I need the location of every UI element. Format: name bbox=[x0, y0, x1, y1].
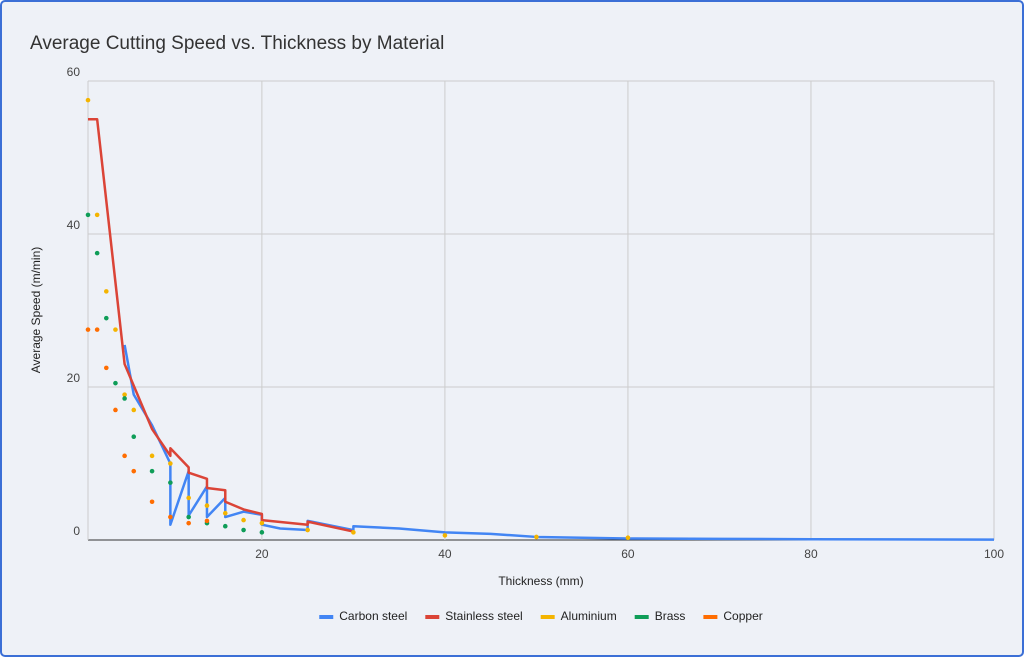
y-axis-label: Average Speed (m/min) bbox=[29, 247, 43, 374]
data-point bbox=[259, 530, 265, 535]
x-axis-label: Thickness (mm) bbox=[498, 574, 583, 588]
data-point bbox=[104, 289, 109, 294]
data-point bbox=[85, 212, 91, 218]
data-point bbox=[131, 468, 137, 474]
y-tick-label: 40 bbox=[67, 218, 81, 232]
series-line bbox=[88, 118, 354, 533]
data-point bbox=[222, 523, 228, 529]
legend-label: Stainless steel bbox=[445, 609, 522, 623]
y-tick-label: 0 bbox=[73, 524, 80, 538]
data-point bbox=[122, 392, 127, 397]
data-point bbox=[625, 535, 631, 541]
data-point bbox=[442, 533, 448, 538]
data-point bbox=[131, 407, 137, 413]
data-point bbox=[186, 514, 191, 520]
data-point bbox=[149, 453, 155, 459]
data-point bbox=[85, 327, 91, 332]
data-point bbox=[122, 396, 127, 401]
data-point bbox=[131, 434, 137, 440]
data-point bbox=[351, 530, 356, 535]
data-point bbox=[113, 407, 118, 413]
data-point bbox=[241, 517, 246, 523]
y-tick-label: 60 bbox=[67, 65, 81, 79]
data-point bbox=[149, 468, 155, 474]
data-point bbox=[113, 327, 118, 332]
legend-label: Brass bbox=[655, 609, 686, 623]
x-tick-label: 100 bbox=[984, 547, 1004, 561]
data-point bbox=[104, 365, 109, 371]
x-tick-label: 20 bbox=[255, 547, 269, 561]
data-point bbox=[122, 453, 127, 459]
data-point bbox=[94, 212, 100, 218]
data-point bbox=[241, 527, 246, 533]
data-point bbox=[222, 510, 228, 516]
data-point bbox=[168, 480, 173, 485]
x-tick-label: 60 bbox=[621, 547, 635, 561]
data-point bbox=[186, 520, 191, 526]
data-point bbox=[94, 327, 100, 332]
data-point bbox=[534, 534, 539, 540]
data-point bbox=[168, 514, 173, 520]
data-point bbox=[113, 380, 118, 386]
chart-title: Average Cutting Speed vs. Thickness by M… bbox=[30, 33, 444, 54]
data-point bbox=[259, 520, 265, 526]
data-point bbox=[94, 250, 100, 256]
data-point bbox=[104, 315, 109, 321]
legend-label: Carbon steel bbox=[339, 609, 407, 623]
data-point bbox=[186, 495, 191, 501]
data-point bbox=[168, 461, 173, 466]
legend-label: Copper bbox=[723, 609, 762, 623]
data-point bbox=[305, 527, 310, 533]
data-point bbox=[204, 518, 210, 524]
x-tick-label: 80 bbox=[804, 547, 818, 561]
data-point bbox=[149, 499, 155, 505]
data-point bbox=[85, 97, 91, 103]
data-point bbox=[204, 503, 210, 508]
legend-label: Aluminium bbox=[561, 609, 617, 623]
legend: Carbon steel Stainless steel Aluminium Bras… bbox=[319, 609, 763, 623]
x-tick-label: 40 bbox=[438, 547, 452, 561]
y-tick-label: 20 bbox=[67, 371, 81, 385]
